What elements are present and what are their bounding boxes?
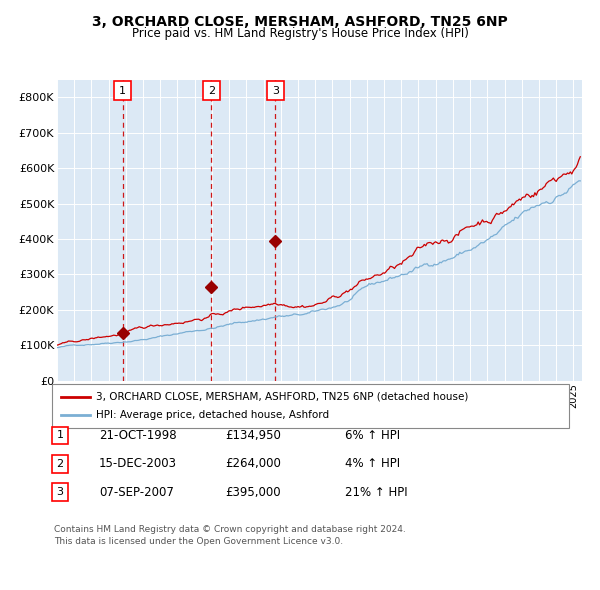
Text: This data is licensed under the Open Government Licence v3.0.: This data is licensed under the Open Gov… — [54, 537, 343, 546]
Text: HPI: Average price, detached house, Ashford: HPI: Average price, detached house, Ashf… — [96, 410, 329, 420]
Text: 3: 3 — [56, 487, 64, 497]
Text: 2: 2 — [208, 86, 215, 96]
Text: Price paid vs. HM Land Registry's House Price Index (HPI): Price paid vs. HM Land Registry's House … — [131, 27, 469, 40]
Text: 07-SEP-2007: 07-SEP-2007 — [99, 486, 174, 499]
Text: 21-OCT-1998: 21-OCT-1998 — [99, 429, 176, 442]
Text: 1: 1 — [119, 86, 126, 96]
Text: 4% ↑ HPI: 4% ↑ HPI — [345, 457, 400, 470]
Text: 3: 3 — [272, 86, 279, 96]
Text: 21% ↑ HPI: 21% ↑ HPI — [345, 486, 407, 499]
Text: Contains HM Land Registry data © Crown copyright and database right 2024.: Contains HM Land Registry data © Crown c… — [54, 525, 406, 534]
Text: 3, ORCHARD CLOSE, MERSHAM, ASHFORD, TN25 6NP (detached house): 3, ORCHARD CLOSE, MERSHAM, ASHFORD, TN25… — [96, 392, 469, 402]
Text: 1: 1 — [56, 431, 64, 440]
Text: £395,000: £395,000 — [225, 486, 281, 499]
Text: £134,950: £134,950 — [225, 429, 281, 442]
Text: 3, ORCHARD CLOSE, MERSHAM, ASHFORD, TN25 6NP: 3, ORCHARD CLOSE, MERSHAM, ASHFORD, TN25… — [92, 15, 508, 30]
Text: £264,000: £264,000 — [225, 457, 281, 470]
Text: 2: 2 — [56, 459, 64, 468]
Text: 15-DEC-2003: 15-DEC-2003 — [99, 457, 177, 470]
Text: 6% ↑ HPI: 6% ↑ HPI — [345, 429, 400, 442]
